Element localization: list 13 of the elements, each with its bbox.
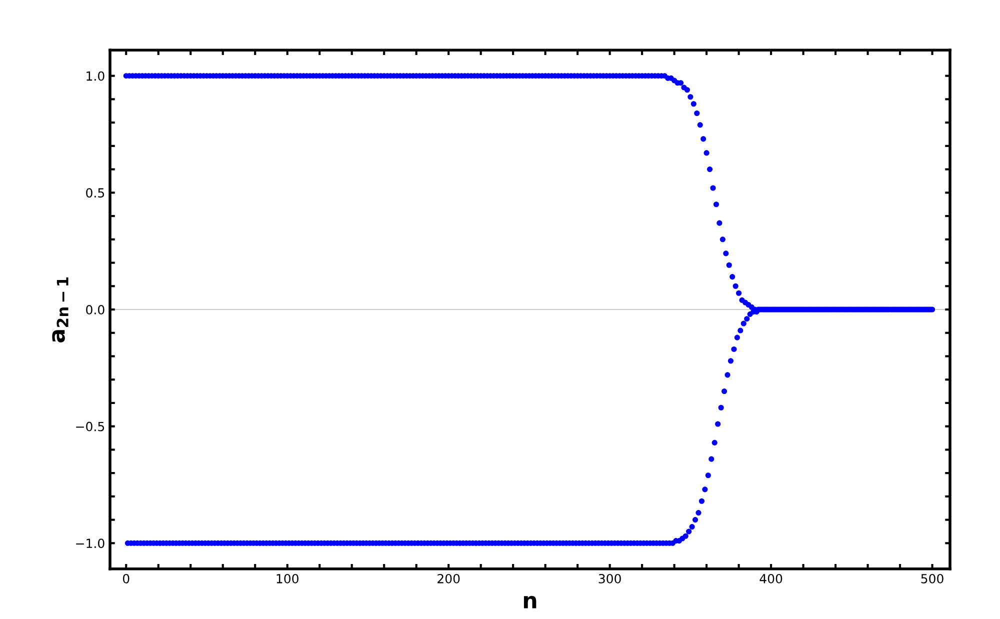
y-tick-label: −0.5 [76,422,104,432]
x-tick-label: 400 [760,574,782,584]
y-tick-label: 0.5 [86,188,104,198]
y-tick-label: 0.0 [86,304,104,314]
x-tick-label: 200 [438,574,460,584]
x-tick-label: 100 [276,574,298,584]
x-axis-title: n [524,596,536,608]
x-tick-label: 300 [598,574,621,584]
y-tick-label: 1.0 [86,71,104,81]
y-tick-label: −1.0 [76,538,104,548]
y-axis-title: a$_{2n−1}$ [52,277,68,342]
x-tick-label: 500 [921,574,944,584]
x-tick-label: 0 [122,574,130,584]
